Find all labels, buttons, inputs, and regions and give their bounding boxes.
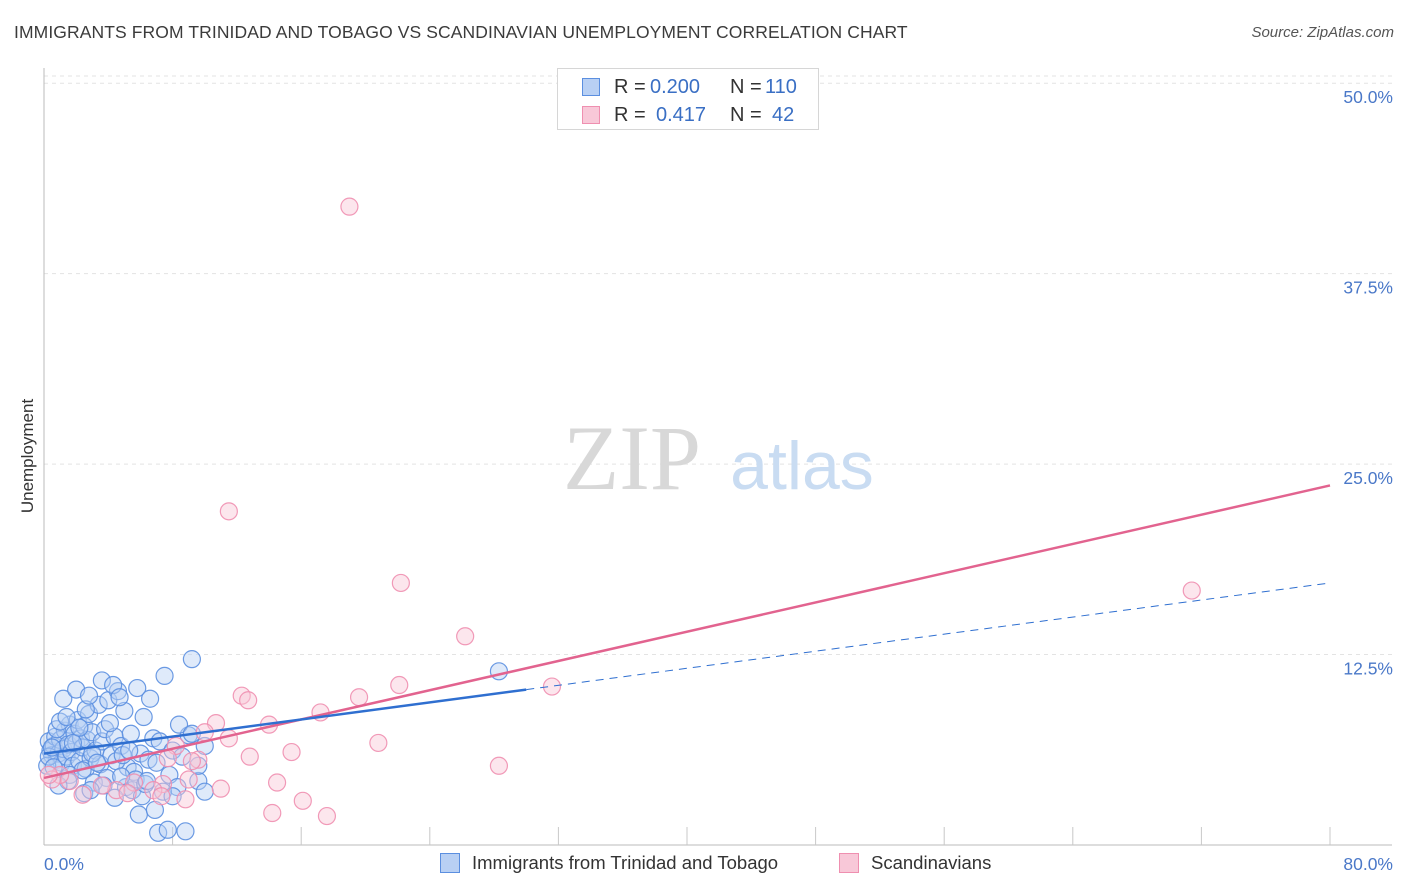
chart-title: IMMIGRANTS FROM TRINIDAD AND TOBAGO VS S… <box>14 22 908 42</box>
data-point <box>115 701 134 721</box>
n-label: N = <box>730 76 762 98</box>
blue-swatch <box>440 853 460 873</box>
data-point <box>390 675 409 695</box>
data-point <box>110 688 129 707</box>
r-label: R = <box>614 104 646 126</box>
blue-swatch <box>582 78 600 96</box>
data-point <box>134 707 153 727</box>
data-point <box>140 689 160 708</box>
data-point <box>195 782 214 801</box>
data-point <box>118 784 137 803</box>
data-point <box>456 627 475 646</box>
data-points <box>38 197 1201 842</box>
data-point <box>391 573 410 593</box>
trend-line-trinidad <box>43 688 527 755</box>
data-point <box>240 747 259 766</box>
y-tick-label: 37.5% <box>1343 278 1393 298</box>
watermark-atlas: atlas <box>730 428 874 504</box>
data-point <box>340 197 359 216</box>
legend-label-scandinavians: Scandinavians <box>871 852 992 873</box>
data-point <box>179 770 198 789</box>
data-point <box>176 822 195 841</box>
data-point <box>92 776 111 795</box>
r-value-pink: 0.417 <box>656 104 707 126</box>
trend-lines <box>43 484 1331 780</box>
x-tick-label: 80.0% <box>1343 854 1393 874</box>
source-credit: Source: ZipAtlas.com <box>1251 24 1394 41</box>
data-point <box>158 820 177 839</box>
data-point <box>57 707 76 727</box>
trend-line-scandinavians <box>43 484 1331 780</box>
data-point <box>317 806 337 826</box>
n-label: N = <box>730 104 762 126</box>
data-point <box>369 733 388 753</box>
watermark: ZIP atlas <box>563 407 874 509</box>
grid-lines <box>44 75 1392 656</box>
data-point <box>147 753 166 772</box>
data-point <box>489 756 509 775</box>
r-label: R = <box>614 76 646 98</box>
data-point <box>155 666 174 685</box>
data-point <box>239 691 258 710</box>
data-point <box>128 678 147 698</box>
data-point <box>219 502 238 521</box>
r-value-blue: 0.200 <box>650 76 701 98</box>
data-point <box>489 662 509 681</box>
data-point <box>189 750 208 769</box>
data-point <box>282 742 301 762</box>
legend-row-pink: R = 0.417 N = 42 <box>558 102 818 130</box>
data-point <box>1182 581 1201 600</box>
pink-swatch <box>582 106 600 124</box>
pink-swatch <box>839 853 859 873</box>
data-point <box>293 791 312 810</box>
data-point <box>176 790 195 809</box>
data-point <box>100 714 120 733</box>
data-point <box>108 682 128 701</box>
n-value-blue: 110 <box>765 76 797 98</box>
y-tick-label: 50.0% <box>1343 87 1393 107</box>
data-point <box>79 686 99 705</box>
data-point <box>38 756 57 775</box>
data-point <box>63 733 83 753</box>
data-point <box>92 671 111 690</box>
data-point <box>87 753 107 772</box>
data-point <box>129 805 148 824</box>
legend-label-trinidad: Immigrants from Trinidad and Tobago <box>472 852 779 873</box>
data-point <box>70 718 89 737</box>
data-point <box>263 803 282 823</box>
data-point <box>267 773 287 792</box>
data-point <box>152 787 171 806</box>
data-point <box>121 724 140 743</box>
data-point <box>54 689 73 708</box>
data-point <box>542 677 562 696</box>
y-tick-label: 12.5% <box>1343 659 1393 679</box>
data-point <box>95 720 115 739</box>
data-point <box>182 650 201 669</box>
data-point <box>349 688 369 707</box>
x-tick-label: 0.0% <box>44 854 84 874</box>
axes <box>43 68 1392 846</box>
legend-row-blue: R = 0.200 N = 110 <box>558 74 818 102</box>
data-point <box>107 781 126 800</box>
data-point <box>83 744 102 763</box>
y-tick-label: 25.0% <box>1343 468 1393 488</box>
trend-line-trinidad-extension <box>526 582 1331 691</box>
n-value-pink: 42 <box>772 104 795 126</box>
tick-labels: 12.5% 25.0% 37.5% 50.0% 0.0% 80.0% <box>44 87 1393 874</box>
watermark-zip: ZIP <box>563 407 701 509</box>
data-point <box>182 752 201 771</box>
data-point <box>73 785 92 804</box>
data-point <box>169 715 189 734</box>
data-point <box>76 700 95 719</box>
data-point <box>211 779 230 798</box>
data-point <box>124 773 144 792</box>
correlation-legend: R = 0.200 N = 110 R = 0.417 N = 42 <box>557 68 819 130</box>
